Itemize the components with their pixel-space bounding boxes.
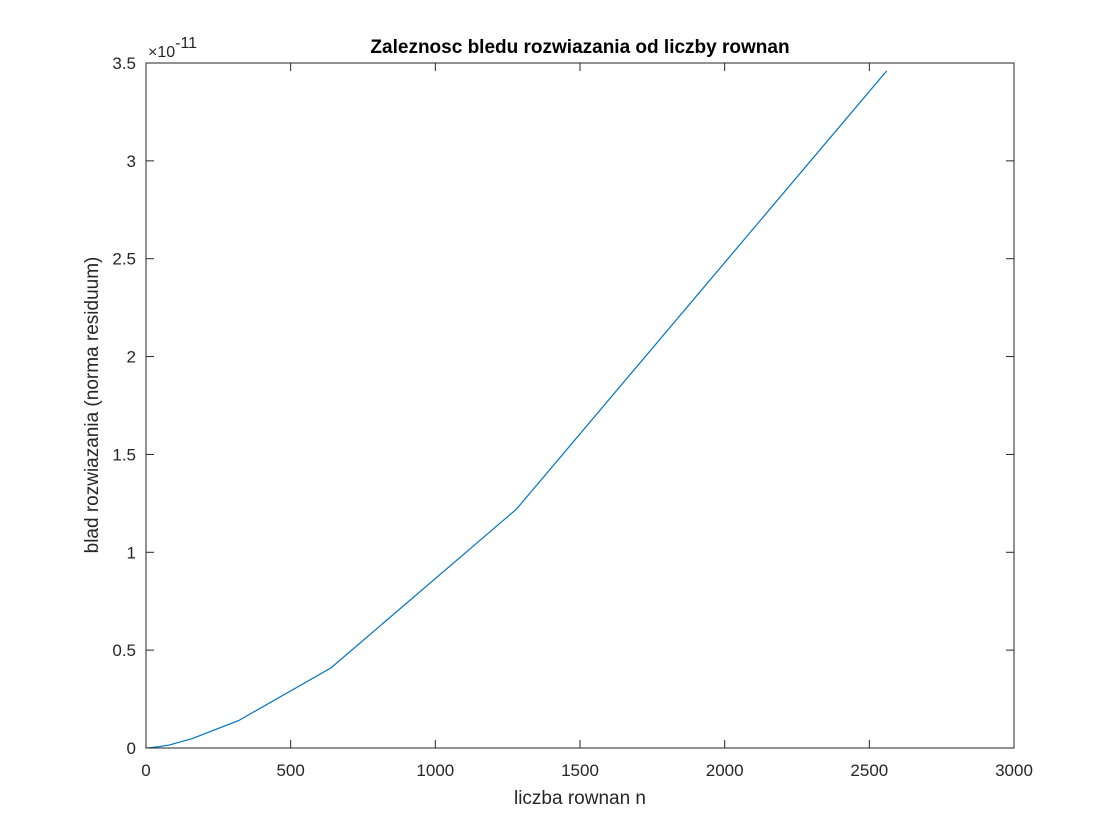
y-tick-label: 0.5	[112, 641, 136, 660]
x-axis-label: liczba rownan n	[514, 788, 646, 809]
axes-box	[145, 62, 1015, 749]
ticks-layer: 0 500 1000 1500 2000 2500 3000 0 0.5 1 1.5 2 2.5 3 3.5	[112, 54, 1033, 780]
y-axis-exponent-base: ×10	[148, 44, 175, 61]
y-tick-label: 3	[127, 152, 136, 171]
chart-title: Zaleznosc bledu rozwiazania od liczby ro…	[370, 37, 789, 58]
x-tick-label: 3000	[995, 761, 1033, 780]
y-axis-exponent-power: -11	[175, 35, 197, 52]
plot-area	[146, 63, 1014, 748]
y-tick-label: 1.5	[112, 445, 136, 464]
x-tick-label: 2500	[850, 761, 888, 780]
x-tick-label: 0	[141, 761, 150, 780]
y-axis-label: blad rozwiazania (norma residuum)	[82, 257, 103, 554]
y-tick-label: 1	[127, 543, 136, 562]
y-tick-label: 0	[127, 739, 136, 758]
y-tick-label: 2.5	[112, 250, 136, 269]
y-axis-exponent: ×10-11	[148, 35, 197, 61]
x-tick-label: 1000	[416, 761, 454, 780]
x-tick-label: 2000	[706, 761, 744, 780]
y-tick-label: 2	[127, 348, 136, 367]
x-tick-label: 1500	[561, 761, 599, 780]
x-tick-label: 500	[276, 761, 304, 780]
y-tick-label: 3.5	[112, 54, 136, 73]
